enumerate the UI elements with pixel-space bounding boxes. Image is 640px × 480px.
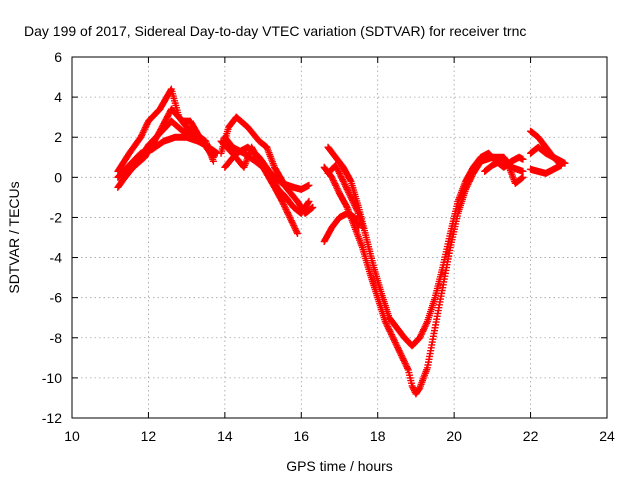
series-markers [527, 161, 565, 177]
y-tick-label: -8 [50, 330, 63, 346]
y-tick-label: -4 [50, 250, 63, 266]
x-tick-label: 12 [141, 428, 157, 444]
y-tick-label: -12 [42, 410, 62, 426]
series-track-13 [481, 157, 527, 187]
series-markers [221, 133, 313, 217]
series-markers [527, 143, 569, 167]
series-track-8 [221, 133, 313, 217]
y-tick-label: -6 [50, 290, 63, 306]
data-points [114, 85, 569, 398]
y-tick-label: -10 [42, 370, 62, 386]
chart-title: Day 199 of 2017, Sidereal Day-to-day VTE… [24, 23, 526, 39]
series-markers [118, 105, 217, 185]
series-track-11 [320, 209, 363, 246]
plot-frame [71, 56, 608, 419]
series-markers [320, 209, 363, 246]
series-track-4 [118, 105, 217, 185]
y-tick-label: -2 [50, 209, 63, 225]
grid [72, 57, 607, 418]
x-tick-label: 20 [446, 428, 462, 444]
y-tick-label: 0 [54, 169, 62, 185]
x-tick-label: 10 [64, 428, 80, 444]
x-tick-label: 24 [599, 428, 615, 444]
x-axis-label: GPS time / hours [286, 458, 393, 474]
series-markers [324, 161, 366, 231]
series-track-10 [320, 153, 527, 398]
series-track-15 [527, 143, 569, 167]
series-track-16 [527, 161, 565, 177]
y-tick-label: 4 [54, 89, 62, 105]
y-axis-label: SDTVAR / TECUs [6, 181, 22, 293]
series-markers [481, 157, 527, 187]
series-track-12 [324, 161, 366, 231]
y-tick-label: 6 [54, 49, 62, 65]
x-tick-label: 14 [217, 428, 233, 444]
x-tick-label: 22 [523, 428, 539, 444]
x-tick-label: 18 [370, 428, 386, 444]
x-tick-label: 16 [293, 428, 309, 444]
y-tick-label: 2 [54, 129, 62, 145]
series-markers [320, 153, 527, 398]
